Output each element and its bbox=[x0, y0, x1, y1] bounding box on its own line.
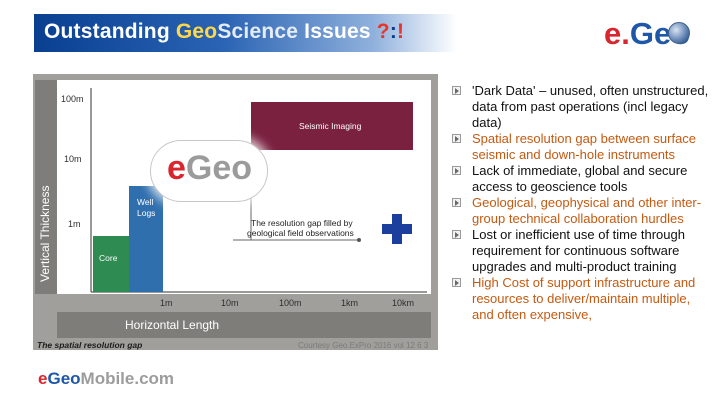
annotation-line2: geological field observations bbox=[247, 228, 354, 238]
ylabel-band bbox=[35, 80, 57, 294]
core-label: Core bbox=[99, 253, 118, 263]
header-bar bbox=[34, 14, 457, 52]
x-tick-100m: 100m bbox=[279, 298, 302, 308]
figure-caption: The spatial resolution gap bbox=[37, 340, 143, 350]
badge-e: e bbox=[167, 149, 186, 187]
footer-logo-e: e bbox=[38, 369, 48, 388]
egeo-badge: eGeo bbox=[150, 140, 268, 202]
bullet-text: Spatial resolution gap between surface s… bbox=[472, 131, 697, 162]
y-tick-100m: 100m bbox=[61, 94, 84, 104]
well-logs-label-line2: Logs bbox=[137, 208, 155, 218]
bullet-high-cost: High Cost of support infrastructure and … bbox=[452, 275, 714, 323]
logo-e: e. bbox=[604, 16, 630, 51]
y-tick-1m: 1m bbox=[68, 219, 81, 229]
x-tick-10km: 10km bbox=[392, 298, 414, 308]
title-text-geo: Geo bbox=[175, 20, 218, 43]
bullet-text: 'Dark Data' – unused, often unstructured… bbox=[472, 83, 709, 130]
seismic-imaging-box bbox=[251, 102, 413, 150]
annotation-dot bbox=[357, 238, 361, 242]
annotation-line1: The resolution gap filled by bbox=[251, 218, 353, 228]
resolution-gap-figure: Vertical Thickness Horizontal Length 100… bbox=[33, 74, 438, 350]
seismic-imaging-label: Seismic Imaging bbox=[299, 121, 362, 131]
x-tick-1m: 1m bbox=[160, 298, 173, 308]
bullet-arrow-icon bbox=[452, 166, 461, 175]
x-tick-1km: 1km bbox=[341, 298, 358, 308]
footer-logo-rest: Mobile.com bbox=[80, 369, 175, 388]
x-axis-label: Horizontal Length bbox=[125, 318, 219, 332]
bullet-dark-data: 'Dark Data' – unused, often unstructured… bbox=[452, 83, 714, 131]
well-logs-box bbox=[129, 186, 163, 292]
bullet-access: Lack of immediate, global and secure acc… bbox=[452, 163, 714, 195]
core-box bbox=[93, 236, 129, 292]
title-text-issues: Issues bbox=[298, 20, 377, 43]
bullet-arrow-icon bbox=[452, 278, 461, 287]
bullet-arrow-icon bbox=[452, 86, 461, 95]
title-exclamation: ! bbox=[397, 20, 405, 43]
bullet-text: High Cost of support infrastructure and … bbox=[472, 275, 696, 322]
bullet-time-loss: Lost or inefficient use of time through … bbox=[452, 227, 714, 275]
title-text-outstanding: Outstanding bbox=[44, 20, 176, 43]
xlabel-band bbox=[57, 312, 431, 338]
bullet-collaboration: Geological, geophysical and other inter-… bbox=[452, 195, 714, 227]
plus-icon bbox=[382, 214, 412, 244]
egeomobile-logo: eGeoMobile.com bbox=[38, 369, 174, 389]
bullet-text: Lack of immediate, global and secure acc… bbox=[472, 163, 688, 194]
title-text-science: Science bbox=[217, 20, 299, 43]
resolution-gap-diagram: Vertical Thickness Horizontal Length 100… bbox=[35, 80, 431, 338]
footer-logo-geo: Geo bbox=[47, 369, 81, 388]
title-question-mark: ? bbox=[376, 20, 390, 43]
issues-bullet-list: 'Dark Data' – unused, often unstructured… bbox=[452, 83, 714, 323]
title-colon: : bbox=[389, 20, 398, 43]
badge-geo: Geo bbox=[185, 149, 253, 187]
y-tick-10m: 10m bbox=[64, 154, 82, 164]
figure-courtesy: Courtesy Geo.ExPro 2016 vol 12 6 3 bbox=[298, 341, 429, 350]
bullet-text: Lost or inefficient use of time through … bbox=[472, 227, 685, 274]
bullet-arrow-icon bbox=[452, 198, 461, 207]
bullet-text: Geological, geophysical and other inter-… bbox=[472, 195, 702, 226]
globe-icon bbox=[668, 22, 690, 44]
well-logs-label-line1: Well bbox=[137, 197, 153, 207]
x-tick-10m: 10m bbox=[221, 298, 239, 308]
y-axis-label: Vertical Thickness bbox=[38, 186, 52, 283]
bullet-arrow-icon bbox=[452, 134, 461, 143]
bullet-arrow-icon bbox=[452, 230, 461, 239]
slide-title: Outstanding GeoScience Issues ?:! bbox=[44, 20, 404, 44]
bullet-resolution-gap: Spatial resolution gap between surface s… bbox=[452, 131, 714, 163]
